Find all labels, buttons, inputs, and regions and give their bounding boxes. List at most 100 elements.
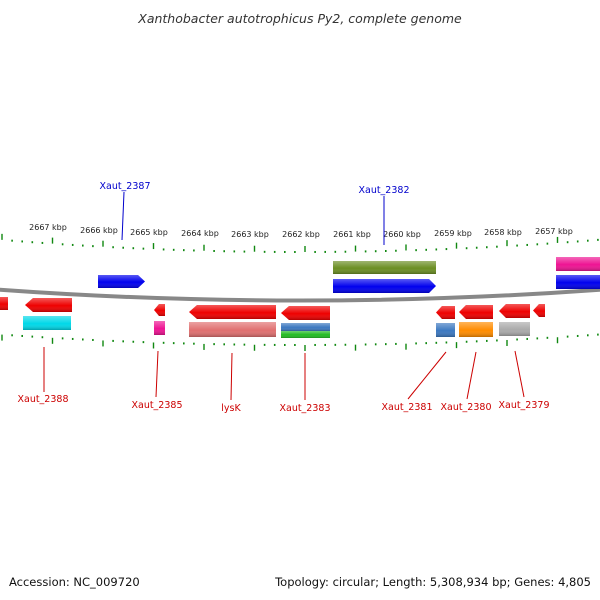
minor-tick — [374, 250, 377, 253]
minor-tick — [415, 249, 417, 252]
gene-blue-right[interactable] — [556, 275, 600, 289]
gene-xaut-2379-cds[interactable] — [499, 322, 530, 336]
major-tick — [354, 344, 357, 351]
gene-xaut-2388[interactable] — [25, 298, 72, 312]
tick-labels: 2667 kbp 2666 kbp 2665 kbp 2664 kbp 2663… — [29, 223, 573, 239]
gene-xaut-2383-cds-a[interactable] — [281, 323, 330, 331]
gene-label-xaut-2383[interactable]: Xaut_2383 — [279, 403, 330, 414]
minor-tick — [233, 343, 236, 346]
major-tick — [51, 237, 54, 244]
minor-tick — [324, 343, 326, 346]
leader-xaut-2385 — [155, 350, 159, 398]
major-tick — [506, 240, 508, 247]
gene-xaut-2383-cds-b[interactable] — [281, 331, 330, 338]
minor-tick — [273, 250, 276, 253]
minor-tick — [516, 244, 518, 247]
gene-right-small[interactable] — [533, 304, 545, 317]
gene-xaut-2381[interactable] — [436, 306, 455, 319]
minor-tick — [364, 343, 367, 346]
minor-tick — [294, 250, 296, 253]
gene-xaut-2382[interactable] — [333, 279, 436, 293]
minor-tick — [172, 248, 175, 251]
gene-label-xaut-2381[interactable]: Xaut_2381 — [381, 402, 432, 413]
minor-tick — [364, 250, 367, 253]
major-tick — [304, 344, 306, 351]
minor-tick — [223, 343, 225, 346]
minor-tick — [11, 239, 13, 242]
gene-xaut-2380-cds[interactable] — [459, 322, 493, 337]
major-tick — [1, 233, 3, 240]
inner-tick-track — [1, 333, 599, 351]
gene-label-xaut-2379[interactable]: Xaut_2379 — [498, 400, 549, 411]
gene-lysk-cds[interactable] — [189, 322, 276, 337]
minor-tick — [334, 343, 337, 346]
major-tick — [253, 344, 256, 351]
minor-tick — [536, 243, 539, 246]
gene-lysk[interactable] — [189, 305, 276, 319]
minor-tick — [193, 342, 195, 345]
tick-label: 2665 kbp — [130, 228, 168, 237]
tick-label: 2657 kbp — [535, 227, 573, 236]
leader-xaut-2387 — [121, 191, 125, 241]
minor-tick — [395, 342, 397, 345]
gene-label-xaut-2388[interactable]: Xaut_2388 — [17, 394, 68, 405]
gene-xaut-2380[interactable] — [459, 305, 493, 319]
minor-tick — [11, 334, 13, 337]
gene-magenta-right[interactable] — [556, 257, 600, 271]
minor-tick — [71, 243, 74, 246]
minor-tick — [324, 250, 326, 253]
minor-tick — [566, 241, 569, 244]
minor-tick — [587, 239, 589, 242]
minor-tick — [92, 338, 94, 341]
leader-xaut-2381 — [407, 351, 447, 400]
minor-tick — [435, 341, 438, 344]
accession-text: Accession: NC_009720 — [9, 575, 140, 589]
gene-label-xaut-2382[interactable]: Xaut_2382 — [358, 185, 409, 196]
gene-label-xaut-2387[interactable]: Xaut_2387 — [99, 181, 150, 192]
minor-tick — [576, 240, 579, 243]
gene-xaut-2387[interactable] — [98, 275, 145, 288]
gene-xaut-2379[interactable] — [499, 304, 530, 318]
minor-tick — [516, 338, 518, 341]
minor-tick — [132, 247, 135, 250]
tick-label: 2664 kbp — [181, 229, 219, 238]
major-tick — [556, 337, 559, 344]
gene-xaut-2383[interactable] — [281, 306, 330, 320]
major-tick — [304, 245, 306, 252]
minor-tick — [41, 241, 44, 244]
tick-label: 2667 kbp — [29, 223, 67, 232]
gene-xaut-2385[interactable] — [154, 304, 165, 316]
gene-left-edge[interactable] — [0, 297, 8, 310]
minor-tick — [284, 250, 286, 253]
minor-tick — [243, 250, 246, 253]
major-tick — [506, 339, 508, 346]
minor-tick — [496, 339, 498, 342]
gene-label-xaut-2385[interactable]: Xaut_2385 — [131, 400, 182, 411]
minor-tick — [31, 241, 34, 244]
minor-tick — [314, 250, 316, 253]
minor-tick — [395, 249, 397, 252]
major-tick — [203, 244, 205, 251]
minor-tick — [122, 340, 124, 343]
minor-tick — [486, 246, 488, 249]
gene-olive-upper[interactable] — [333, 261, 436, 274]
minor-tick — [273, 343, 276, 346]
gene-xaut-2381-cds[interactable] — [436, 323, 455, 337]
gene-xaut-2388-cds[interactable] — [23, 316, 71, 330]
minor-tick — [41, 336, 44, 339]
minor-tick — [294, 343, 296, 346]
minor-tick — [314, 343, 316, 346]
minor-tick — [385, 343, 387, 346]
gene-label-lysk[interactable]: lysK — [221, 403, 241, 414]
gene-label-xaut-2380[interactable]: Xaut_2380 — [440, 402, 491, 413]
minor-tick — [284, 343, 286, 346]
gene-labels: Xaut_2387 Xaut_2382 Xaut_2388 Xaut_2385 … — [17, 181, 549, 414]
minor-tick — [526, 337, 528, 340]
minor-tick — [576, 334, 579, 337]
minor-tick — [162, 248, 165, 251]
minor-tick — [162, 341, 165, 344]
gene-xaut-2385-cds[interactable] — [154, 321, 165, 335]
major-tick — [556, 236, 559, 243]
minor-tick — [465, 340, 468, 343]
